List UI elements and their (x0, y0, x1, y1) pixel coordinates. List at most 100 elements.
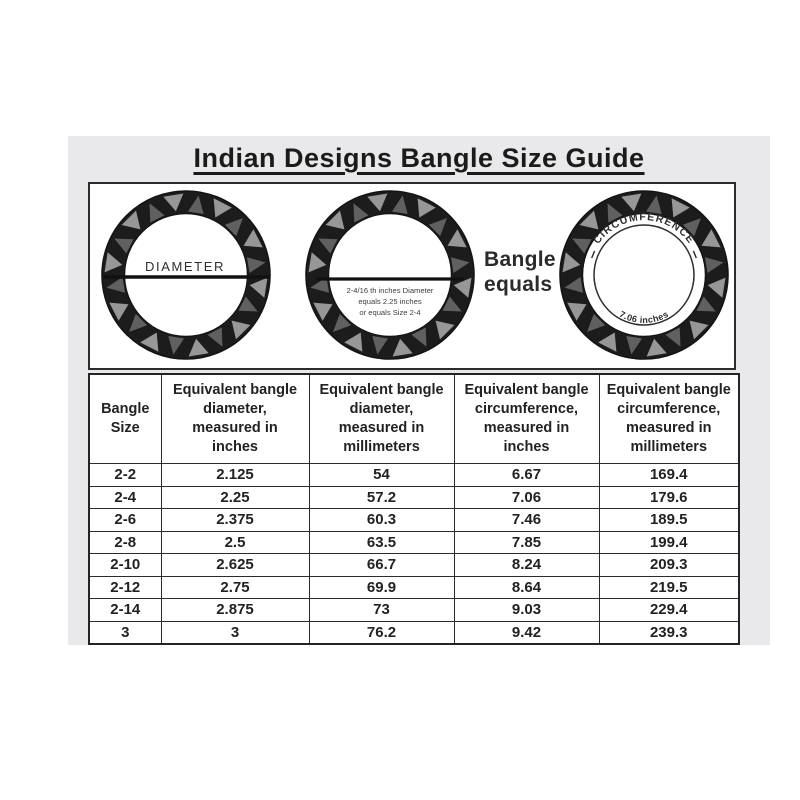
bangle-ring-pattern (104, 193, 268, 357)
header-cell: Equivalent bangle diameter, measured in … (160, 373, 310, 464)
table-cell: 239.3 (598, 620, 740, 645)
ring-pattern-segment (682, 218, 701, 237)
bangle-equals-line1: Bangle (484, 248, 556, 271)
ring-pattern-segment (372, 336, 388, 355)
bangle-diagram-box: DIAMETER 2-4/16 th inches Diameter equal… (88, 182, 736, 370)
ring-pattern-segment (411, 327, 427, 347)
table-cell: 66.7 (308, 553, 455, 577)
bangle-outer-edge (101, 190, 271, 360)
ring-pattern-segment (671, 198, 690, 218)
ring-pattern-segment (598, 332, 617, 352)
size-example-line1: 2-4/16 th inches Diameter (347, 286, 434, 295)
bangle-equals-line2: equals (484, 272, 553, 296)
ring-pattern-segment (451, 257, 470, 273)
ring-pattern-segment (587, 313, 606, 332)
ring-pattern-segment (696, 296, 716, 312)
table-cell: 2-4 (88, 485, 162, 509)
ring-pattern-segment (318, 238, 338, 254)
size-example-line2: equals 2.25 inches (358, 297, 422, 306)
ring-pattern-segment (104, 252, 123, 273)
table-cell: 57.2 (308, 485, 455, 509)
bangle-ring (306, 191, 474, 359)
table-row: 2-14 2.875 73 9.03 229.4 (88, 598, 740, 622)
table-cell: 60.3 (308, 508, 455, 532)
ring-pattern-segment (188, 338, 209, 357)
table-cell: 189.5 (598, 508, 740, 532)
circumference-left-dash (591, 250, 596, 259)
size-example-line3: or equals Size 2-4 (359, 308, 420, 317)
table-cell: 9.03 (453, 598, 600, 622)
bangle-inner-edge (123, 212, 249, 338)
bangle-outer-edge (559, 190, 729, 360)
ring-pattern-segment (621, 193, 642, 212)
ring-pattern-segment (607, 203, 623, 223)
table-cell: 7.46 (453, 508, 600, 532)
size-table-header-row: Bangle Size Equivalent bangle diameter, m… (88, 373, 740, 464)
ring-pattern-segment (140, 332, 159, 352)
ring-pattern-segment (308, 252, 327, 273)
table-cell: 2-14 (88, 598, 162, 622)
header-cell: Equivalent bangle circumference, measure… (598, 373, 740, 464)
table-cell: 2.625 (160, 553, 310, 577)
table-row: 2-2 2.125 54 6.67 169.4 (88, 463, 740, 487)
ring-pattern-segment (231, 320, 251, 340)
ring-pattern-segment (313, 302, 333, 321)
ring-pattern-segment (646, 338, 667, 357)
table-cell: 73 (308, 598, 455, 622)
table-cell: 7.06 (453, 485, 600, 509)
ring-pattern-segment (392, 195, 408, 214)
ring-pattern-segment (353, 203, 369, 223)
circumference-right-dash (692, 250, 697, 259)
table-cell: 2-6 (88, 508, 162, 532)
bangle-ring-pattern (308, 193, 472, 357)
ring-pattern-segment (367, 193, 388, 212)
bangle-outer-edge (305, 190, 475, 360)
header-cell: Equivalent bangle circumference, measure… (453, 373, 600, 464)
ring-pattern-segment (163, 193, 184, 212)
table-cell: 63.5 (308, 530, 455, 554)
header-cell: Equivalent bangle diameter, measured in … (308, 373, 455, 464)
table-cell: 2-8 (88, 530, 162, 554)
table-row: 2-10 2.625 66.7 8.24 209.3 (88, 553, 740, 577)
ring-pattern-segment (579, 210, 599, 230)
table-cell: 69.9 (308, 575, 455, 599)
table-cell: 8.24 (453, 553, 600, 577)
ring-pattern-segment (562, 252, 581, 273)
table-cell: 2.125 (160, 463, 310, 487)
table-cell: 209.3 (598, 553, 740, 577)
ring-pattern-segment (626, 336, 642, 355)
ring-pattern-segment (392, 338, 413, 357)
ring-pattern-segment (453, 277, 472, 298)
ring-pattern-segment (249, 277, 268, 298)
bangle-inner-edge (581, 212, 707, 338)
ring-pattern-segment (247, 257, 266, 273)
ring-pattern-segment (447, 229, 467, 248)
ring-pattern-segment (705, 257, 724, 273)
table-row: 2-8 2.5 63.5 7.85 199.4 (88, 530, 740, 554)
table-cell: 2.875 (160, 598, 310, 622)
ring-pattern-segment (665, 327, 681, 347)
ring-pattern-segment (238, 296, 258, 312)
ring-pattern-segment (243, 229, 263, 248)
table-cell: 3 (88, 620, 162, 645)
table-cell: 9.42 (453, 620, 600, 645)
bangle-inner-edge (327, 212, 453, 338)
ring-pattern-segment (435, 320, 455, 340)
table-cell: 2-12 (88, 575, 162, 599)
table-cell: 229.4 (598, 598, 740, 622)
table-cell: 2-2 (88, 463, 162, 487)
ring-pattern-segment (168, 336, 184, 355)
ring-pattern-segment (572, 238, 592, 254)
ring-pattern-segment (689, 320, 709, 340)
table-cell: 6.67 (453, 463, 600, 487)
header-cell: Bangle Size (88, 373, 162, 464)
ring-pattern-segment (707, 277, 726, 298)
ring-pattern-segment (121, 210, 141, 230)
page-title: Indian Designs Bangle Size Guide (193, 143, 645, 173)
table-cell: 2-10 (88, 553, 162, 577)
ring-pattern-segment (701, 229, 721, 248)
ring-pattern-segment (344, 332, 363, 352)
ring-pattern-segment (188, 195, 204, 214)
bangle-ring (560, 191, 728, 359)
ring-pattern-segment (333, 313, 352, 332)
